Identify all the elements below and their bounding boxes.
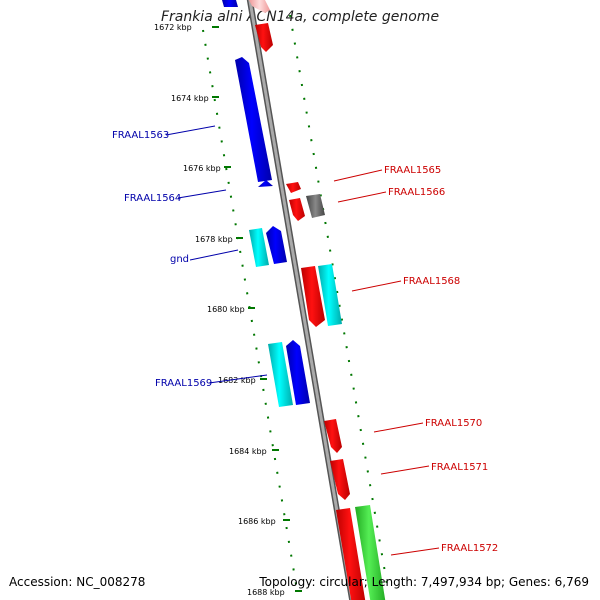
accession-text: Accession: NC_008278 — [9, 575, 146, 589]
tick-label: 1682 kbp — [218, 376, 256, 385]
left-gene-labels[interactable]: FRAAL1563 FRAAL1564 gnd FRAAL1569 — [112, 130, 212, 389]
feature-fraal1565[interactable] — [286, 182, 301, 193]
map-title: Frankia alni ACN14a, complete genome — [160, 9, 440, 25]
gene-label-fraal1572[interactable]: FRAAL1572 — [441, 543, 498, 554]
gene-label-fraal1570[interactable]: FRAAL1570 — [425, 418, 482, 429]
feature-fraal1570[interactable] — [324, 419, 342, 453]
tick-label: 1684 kbp — [229, 447, 267, 456]
tick-label: 1688 kbp — [247, 588, 285, 597]
tick-labels: 1672 kbp 1674 kbp 1676 kbp 1678 kbp 1680… — [154, 23, 285, 597]
feature-top-red[interactable] — [255, 23, 273, 52]
gene-label-fraal1568[interactable]: FRAAL1568 — [403, 276, 460, 287]
gene-label-fraal1566[interactable]: FRAAL1566 — [388, 187, 445, 198]
feature-top-blue[interactable] — [222, 0, 238, 7]
feature-fraal1572-red[interactable] — [336, 508, 366, 600]
gene-label-fraal1563[interactable]: FRAAL1563 — [112, 130, 169, 141]
tick-label: 1680 kbp — [207, 305, 245, 314]
feature-gnd-cyan[interactable] — [249, 228, 269, 267]
gene-label-fraal1564[interactable]: FRAAL1564 — [124, 193, 181, 204]
feature-fraal1568-cyan[interactable] — [318, 264, 342, 326]
tick-label: 1676 kbp — [183, 164, 221, 173]
right-dotted-guide — [289, 14, 389, 591]
reverse-features[interactable] — [249, 0, 386, 600]
gene-label-fraal1571[interactable]: FRAAL1571 — [431, 462, 488, 473]
tick-label: 1672 kbp — [154, 23, 192, 32]
feature-fraal1572-green[interactable] — [355, 505, 386, 600]
feature-fraal1569[interactable] — [286, 340, 310, 405]
feature-gnd[interactable] — [266, 226, 287, 264]
feature-fraal1568-red[interactable] — [301, 266, 325, 327]
tick-marks — [212, 26, 302, 592]
left-leader-lines — [165, 125, 268, 384]
gene-label-fraal1565[interactable]: FRAAL1565 — [384, 165, 441, 176]
backbone — [246, 0, 356, 600]
feature-fraal1569-cyan[interactable] — [268, 342, 293, 407]
gene-label-fraal1569[interactable]: FRAAL1569 — [155, 378, 212, 389]
tick-label: 1678 kbp — [195, 235, 233, 244]
feature-fraal1566-gray[interactable] — [306, 194, 325, 218]
forward-features[interactable] — [222, 0, 310, 407]
feature-fraal1563[interactable] — [235, 57, 272, 182]
tick-label: 1674 kbp — [171, 94, 209, 103]
feature-top-pink[interactable] — [249, 0, 270, 13]
gene-label-gnd[interactable]: gnd — [170, 254, 189, 265]
feature-fraal1564[interactable] — [258, 180, 273, 187]
right-gene-labels[interactable]: FRAAL1565 FRAAL1566 FRAAL1568 FRAAL1570 … — [384, 165, 498, 554]
feature-fraal1571[interactable] — [330, 459, 350, 500]
genome-summary-text: Topology: circular; Length: 7,497,934 bp… — [259, 575, 589, 589]
feature-fraal1566-red[interactable] — [289, 198, 305, 221]
tick-label: 1686 kbp — [238, 517, 276, 526]
right-leader-lines — [333, 169, 440, 556]
